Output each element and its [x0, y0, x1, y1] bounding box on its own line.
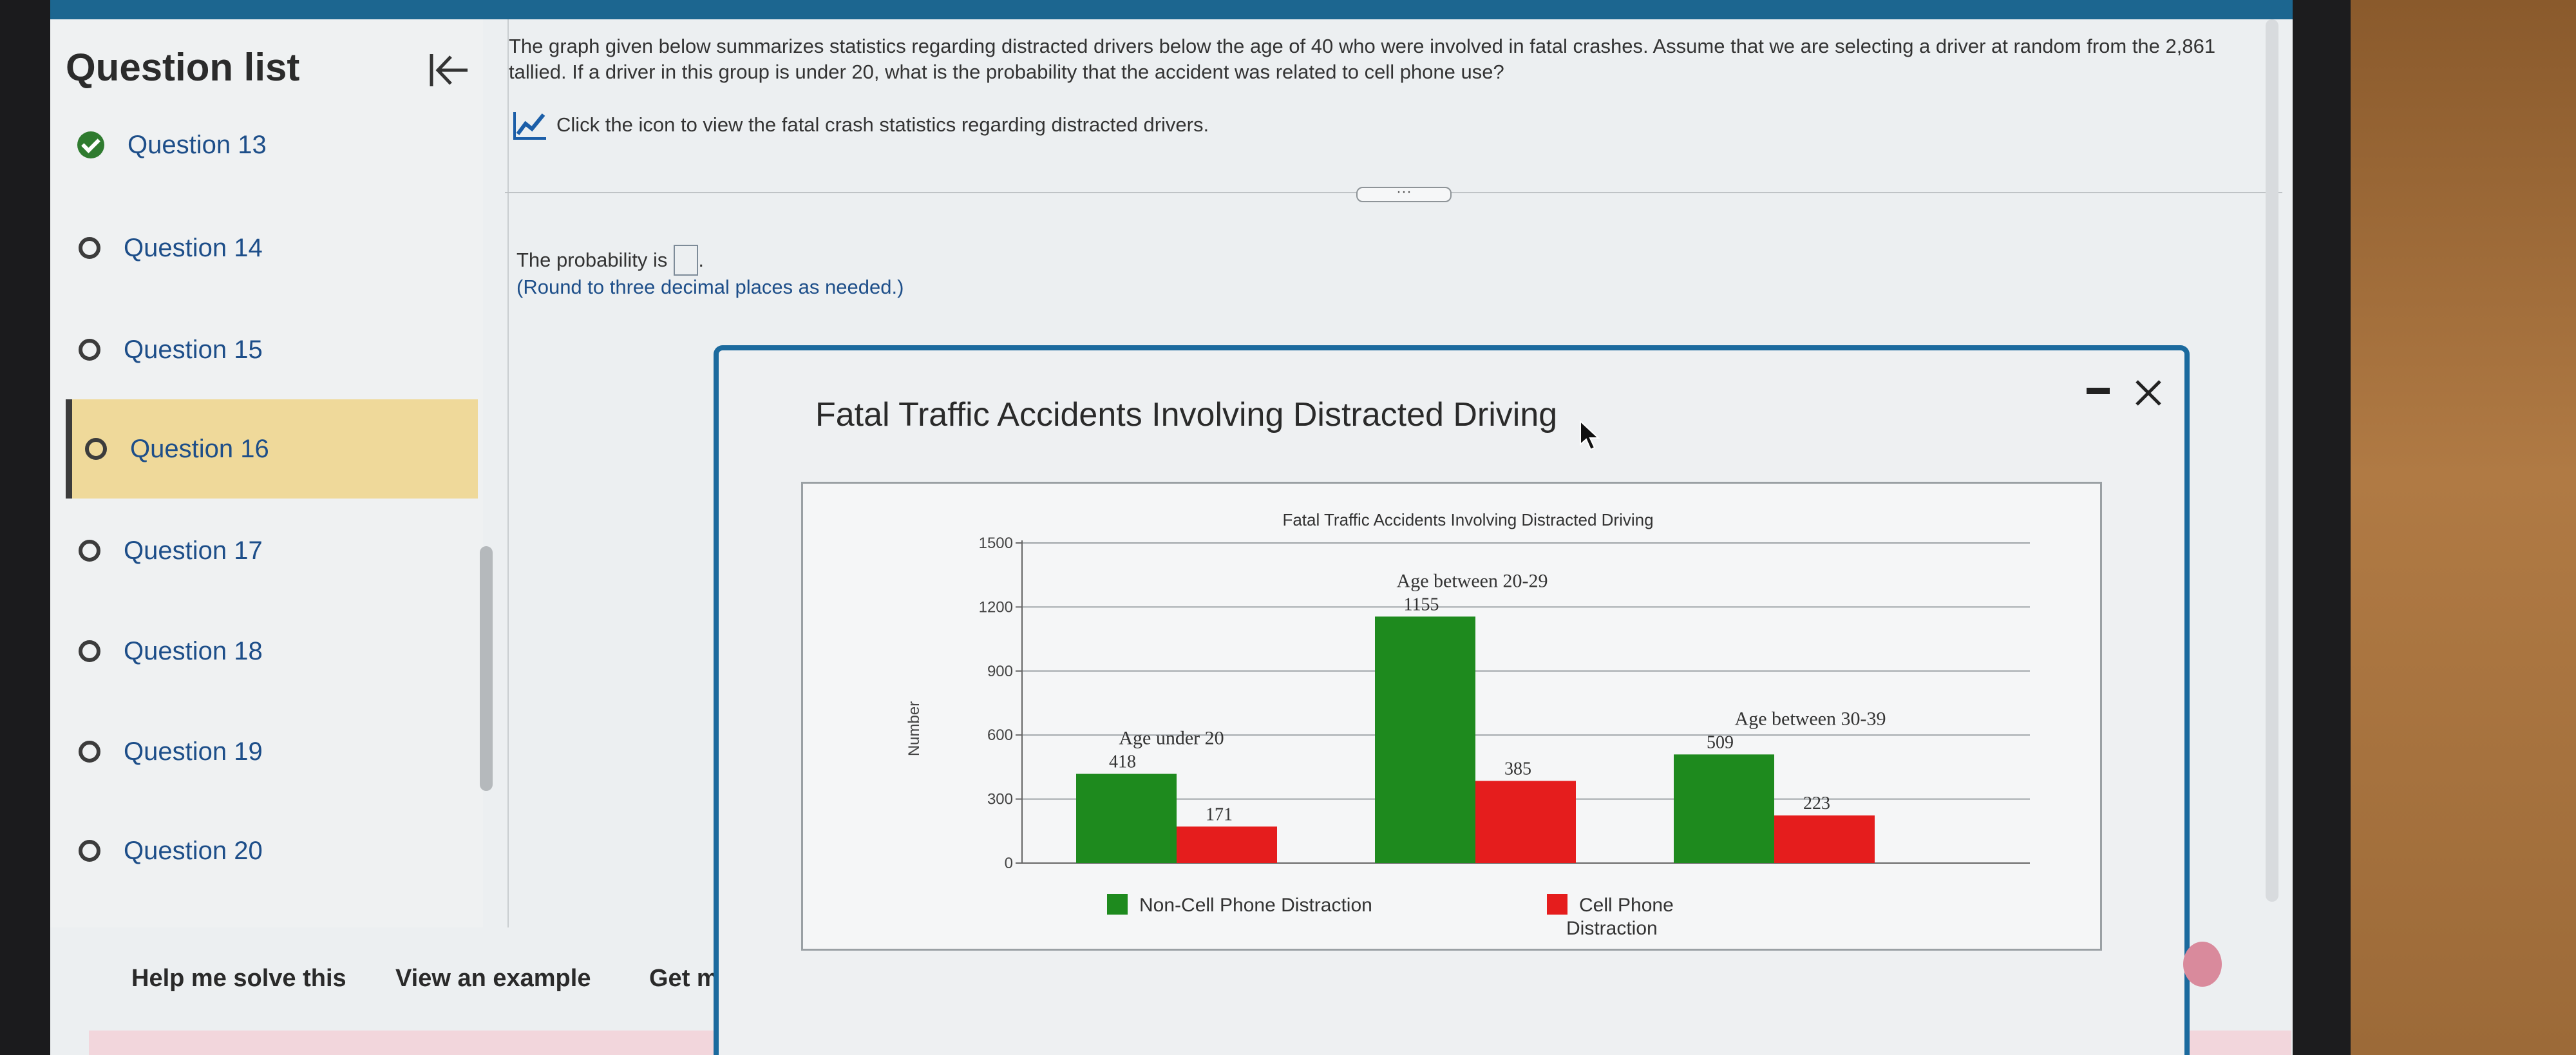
y-tick-label: 900: [987, 663, 1013, 680]
legend-swatch: [1107, 894, 1128, 915]
category-label: Age under 20: [1119, 728, 1224, 749]
radio-circle-icon: [79, 339, 100, 361]
category-label: Age between 30-39: [1735, 708, 1886, 729]
screen-bezel-right: [2293, 0, 2351, 1055]
radio-circle-icon: [79, 237, 100, 259]
sidebar-item-question-19[interactable]: Question 19: [66, 702, 478, 801]
sidebar-item-question-14[interactable]: Question 14: [66, 198, 478, 298]
data-label: 171: [1206, 804, 1233, 824]
bar-cell-2: [1774, 815, 1875, 863]
data-label: 223: [1803, 794, 1830, 813]
help-me-solve-button[interactable]: Help me solve this: [131, 965, 346, 992]
bar-cell-1: [1475, 781, 1576, 863]
screen-bezel-left: [0, 0, 50, 1055]
answer-input[interactable]: [674, 245, 699, 276]
question-item-label: Question 17: [124, 536, 263, 565]
assistant-badge[interactable]: [2183, 942, 2222, 987]
bar-non-cell-0: [1076, 774, 1177, 863]
expand-more-icon[interactable]: ···: [1356, 184, 1452, 202]
sidebar-item-question-20[interactable]: Question 20: [66, 801, 478, 900]
category-label: Age between 20-29: [1397, 570, 1548, 591]
sidebar-item-question-18[interactable]: Question 18: [66, 602, 478, 701]
bar-non-cell-1: [1375, 616, 1475, 863]
question-item-label: Question 13: [128, 130, 267, 159]
stats-link[interactable]: Click the icon to view the fatal crash s…: [513, 109, 1209, 140]
question-text: The graph given below summarizes statist…: [509, 35, 2216, 83]
close-icon[interactable]: [2130, 375, 2166, 411]
minimize-icon[interactable]: [2087, 388, 2110, 394]
radio-circle-icon: [85, 438, 107, 460]
sidebar-item-question-17[interactable]: Question 17: [66, 501, 478, 600]
stats-link-text[interactable]: Click the icon to view the fatal crash s…: [556, 113, 1209, 136]
collapse-panel-icon[interactable]: [425, 46, 473, 94]
question-item-label: Question 15: [124, 335, 263, 364]
chart-frame: Fatal Traffic Accidents Involving Distra…: [801, 482, 2102, 951]
legend-swatch: [1547, 894, 1567, 915]
data-label: 1155: [1404, 594, 1439, 614]
completed-check-icon: [77, 131, 104, 158]
question-item-label: Question 16: [130, 434, 269, 463]
sidebar-item-question-13[interactable]: Question 13: [66, 95, 478, 195]
legend-label: Cell Phone: [1579, 895, 1674, 916]
y-tick-label: 1200: [979, 598, 1013, 616]
sidebar-item-question-15[interactable]: Question 15: [66, 300, 478, 399]
panel-divider: [507, 19, 509, 927]
data-label: 509: [1707, 732, 1734, 752]
question-item-label: Question 14: [124, 233, 263, 262]
question-list-panel: Question list Question 13 Question 14 Qu…: [50, 19, 493, 927]
view-example-button[interactable]: View an example: [395, 965, 591, 992]
top-bar: [50, 0, 2293, 19]
bar-non-cell-2: [1674, 754, 1774, 863]
radio-circle-icon: [79, 840, 100, 862]
y-tick-label: 0: [1005, 855, 1013, 872]
chart-title: Fatal Traffic Accidents Involving Distra…: [1282, 510, 1653, 529]
sidebar-scrollbar[interactable]: [480, 546, 493, 791]
rounding-note: (Round to three decimal places as needed…: [516, 276, 904, 298]
answer-suffix: .: [698, 249, 704, 271]
legend-label: Non-Cell Phone Distraction: [1139, 895, 1372, 916]
data-label: 418: [1109, 752, 1136, 772]
radio-circle-icon: [79, 540, 100, 562]
radio-circle-icon: [79, 640, 100, 662]
y-tick-label: 600: [987, 727, 1013, 744]
sidebar-item-question-16[interactable]: Question 16: [66, 399, 478, 499]
answer-line: The probability is .: [516, 245, 704, 276]
mouse-cursor-icon: [1580, 420, 1600, 451]
chart-line-icon[interactable]: [513, 109, 547, 140]
question-list-title: Question list: [66, 46, 300, 89]
question-item-label: Question 18: [124, 636, 263, 665]
question-item-label: Question 20: [124, 836, 263, 865]
question-item-label: Question 19: [124, 737, 263, 766]
bar-chart: Fatal Traffic Accidents Involving Distra…: [905, 510, 2030, 939]
data-label: 385: [1504, 759, 1531, 779]
popup-title: Fatal Traffic Accidents Involving Distra…: [815, 396, 1558, 433]
y-axis-label: Number: [905, 701, 923, 756]
answer-prefix: The probability is: [516, 249, 668, 271]
main-scrollbar[interactable]: [2266, 19, 2278, 902]
desk-background: [2351, 0, 2576, 1055]
y-tick-label: 1500: [979, 535, 1013, 552]
legend-label: Distraction: [1566, 918, 1658, 939]
radio-circle-icon: [79, 741, 100, 763]
bar-cell-0: [1177, 826, 1277, 863]
y-tick-label: 300: [987, 791, 1013, 808]
